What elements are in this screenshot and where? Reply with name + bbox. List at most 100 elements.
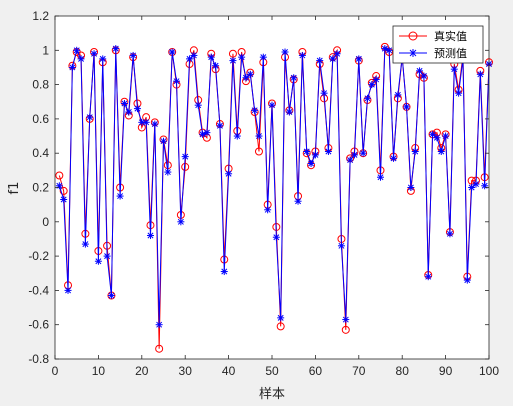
data-point [216,122,224,130]
x-tick-label: 50 [265,364,279,378]
data-point [476,70,484,78]
data-point [186,55,194,63]
data-point [281,48,289,56]
data-point [294,197,302,205]
x-tick-label: 40 [222,364,236,378]
data-point [337,242,345,250]
data-point [403,103,411,111]
data-point [164,168,172,176]
data-point [203,129,211,137]
data-point [346,156,354,164]
data-point [99,55,107,63]
data-point [151,120,159,128]
x-tick-label: 70 [352,364,366,378]
x-tick-label: 60 [309,364,323,378]
data-point [450,65,458,73]
data-point [246,70,254,78]
data-point [125,108,133,116]
data-point [55,182,63,190]
data-point [107,292,115,300]
legend-label-predicted: 预测值 [434,47,467,60]
data-point [112,45,120,53]
data-point [255,132,263,140]
data-point [372,75,380,83]
y-tick-label: 1.2 [32,9,49,23]
data-point [242,74,250,82]
data-point [290,74,298,82]
data-point [73,46,81,54]
data-point [155,321,163,329]
data-point [129,51,137,59]
y-tick-label: -0.6 [28,318,49,332]
data-point [168,48,176,56]
y-tick-label: 0.8 [32,78,49,92]
series-predicted [55,45,493,329]
x-tick-label: 0 [52,364,59,378]
data-point [298,51,306,59]
data-point [233,132,241,140]
y-tick-label: 1 [42,43,49,57]
legend-entry-predicted: 预测值 [399,47,467,60]
data-point [429,130,437,138]
data-point [407,184,415,191]
data-point [377,173,384,181]
data-point [259,53,267,61]
data-point [394,91,402,99]
data-point [268,101,276,109]
data-point [329,55,337,63]
y-axis-label: f1 [7,182,22,195]
data-point [368,81,376,89]
data-point [341,325,350,334]
data-point [342,316,350,324]
legend-box [392,25,484,64]
axes-layer: 0 10 20 30 40 50 60 70 80 90 100 -0.8 -0.6 -0.4 -0.2 0 0… [28,9,499,378]
data-point [220,268,228,276]
data-point [416,67,424,75]
data-point [307,159,315,167]
legend-label-actual: 真实值 [434,29,467,43]
data-point [173,77,181,85]
data-point [94,257,102,265]
x-tick-label: 20 [135,364,149,378]
data-point [81,240,89,248]
data-point [272,233,280,241]
data-point [77,55,85,63]
data-point [303,147,311,155]
data-point [264,206,272,214]
data-point [229,57,237,65]
data-point [363,94,371,102]
series-layer [55,42,493,353]
data-point [276,322,285,331]
data-point [90,50,98,58]
data-point [116,192,124,200]
data-point [411,147,419,155]
data-point [64,286,72,294]
data-point [190,51,198,59]
y-tick-label: 0.6 [32,112,49,126]
data-point [103,252,111,260]
y-tick-label: 0 [42,215,49,229]
data-point [225,170,233,178]
data-point [60,196,68,204]
data-point [481,182,489,190]
x-tick-label: 30 [179,364,193,378]
data-point [254,147,263,156]
data-point [472,180,480,188]
data-point [181,153,189,161]
data-point [207,53,215,61]
y-tick-label: -0.2 [28,249,49,263]
data-point [420,72,428,80]
data-point [333,50,341,58]
data-point [442,132,450,140]
legend-entry-actual: 真实值 [399,29,467,43]
data-point [468,184,476,191]
y-tick-label: -0.8 [28,352,49,366]
x-tick-label: 10 [92,364,106,378]
data-point [359,149,367,157]
data-point [59,186,68,195]
data-point [385,46,393,54]
data-point [160,137,167,145]
data-point [133,105,141,113]
data-point [177,218,185,226]
